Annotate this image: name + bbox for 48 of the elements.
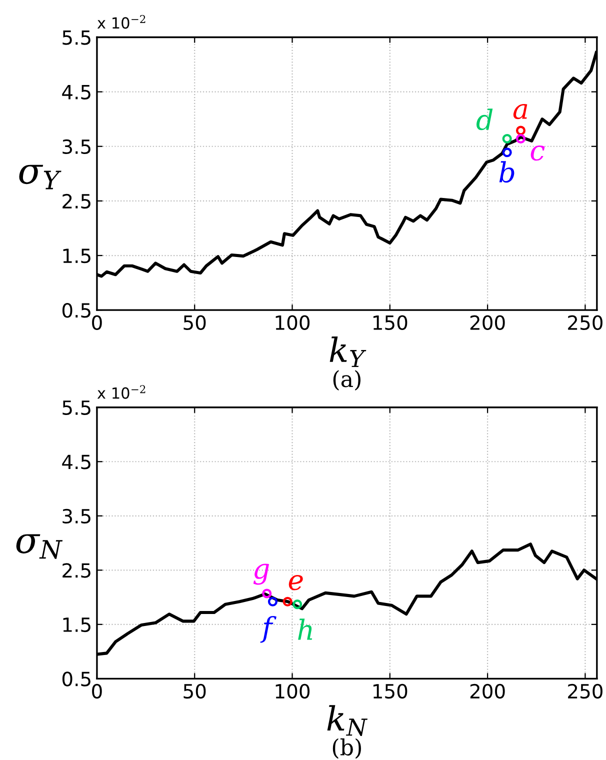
y-tick-label: 3.5 (62, 508, 90, 524)
y-axis-title: σ$_{N}$ (16, 534, 63, 559)
series-label: e (288, 575, 303, 590)
text: x 10$^{−2}$ (97, 15, 146, 29)
x-axis-title: k$_{Y}$ (330, 336, 366, 368)
x-tick-label: 50 (184, 315, 206, 330)
x-tick-label: 0 (92, 315, 102, 330)
series-label: f (260, 616, 276, 643)
x-tick-label: 250 (568, 315, 602, 330)
y-tick-label: 2.5 (62, 194, 90, 209)
x-tick-label: 50 (184, 684, 206, 699)
x-tick-label: 0 (92, 684, 102, 699)
point (292, 600, 302, 610)
x-tick-label: 100 (276, 684, 310, 699)
y-tick-label: 0.5 (62, 672, 90, 686)
y-tick-label: 1.5 (63, 248, 90, 264)
y-tick-label: 5.5 (62, 400, 90, 416)
point (502, 134, 512, 144)
x-tick-label: 200 (470, 684, 505, 699)
series-label: h (298, 618, 312, 640)
series-label: a (513, 104, 528, 120)
point (516, 126, 526, 136)
series-label: c (530, 145, 545, 161)
x-axis-title: k$_{N}$ (327, 705, 368, 736)
point (502, 148, 512, 158)
y-tick-label: 3.5 (62, 139, 90, 154)
x-tick-label: 150 (373, 684, 408, 699)
series-label: g (253, 564, 270, 585)
y-tick-label: 4.5 (62, 454, 90, 470)
text: x 10$^{−2}$ (97, 385, 146, 399)
text: (b) (332, 738, 361, 759)
x-tick-label: 100 (276, 315, 310, 330)
point (516, 134, 526, 144)
x-tick-label: 150 (373, 315, 408, 330)
x-tick-label: 250 (568, 684, 602, 699)
y-tick-label: 4.5 (62, 85, 90, 100)
point (262, 588, 272, 598)
y-tick-label: 5.5 (62, 30, 90, 45)
series-label: d (476, 108, 493, 130)
text: (a) (333, 370, 360, 390)
series-label: b (499, 161, 514, 183)
y-axis-title: σ$_{Y}$ (19, 164, 62, 190)
y-tick-label: 1.5 (63, 618, 90, 632)
point (268, 596, 278, 606)
y-tick-label: 2.5 (62, 563, 90, 578)
y-tick-label: 0.5 (62, 303, 90, 318)
point (282, 596, 292, 606)
x-tick-label: 200 (470, 315, 505, 330)
